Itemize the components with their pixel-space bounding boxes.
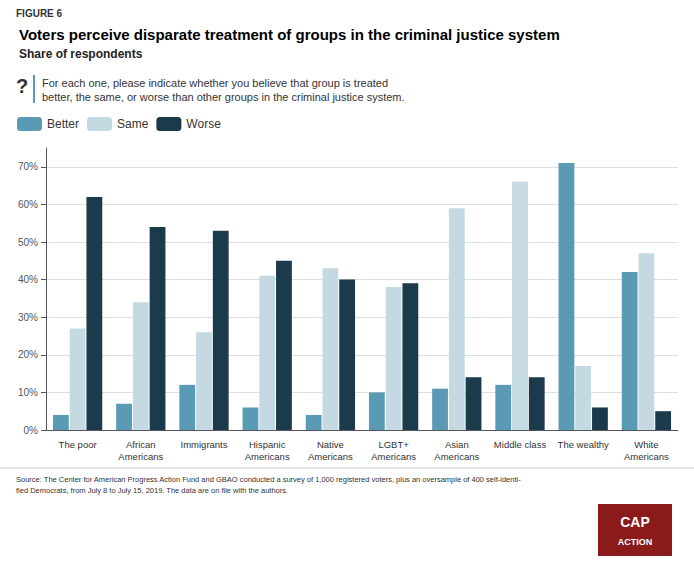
svg-text:Americans: Americans [624,451,669,462]
svg-text:Americans: Americans [434,451,479,462]
svg-text:Source: The Center for America: Source: The Center for American Progress… [16,475,521,484]
svg-text:African: African [126,439,156,450]
svg-text:fied Democrats, from July 8 to: fied Democrats, from July 8 to July 15, … [16,486,288,495]
svg-text:Share of respondents: Share of respondents [19,47,143,61]
svg-text:Same: Same [117,117,149,131]
svg-text:The poor: The poor [59,439,97,450]
svg-text:10%: 10% [18,387,38,398]
svg-text:30%: 30% [18,312,38,323]
svg-text:Better: Better [47,117,79,131]
svg-text:Immigrants: Immigrants [181,439,228,450]
svg-text:Americans: Americans [371,451,416,462]
svg-text:For each one, please indicate: For each one, please indicate whether yo… [42,77,388,89]
svg-text:Hispanic: Hispanic [249,439,286,450]
svg-text:LGBT+: LGBT+ [378,439,409,450]
svg-text:better, the same, or worse tha: better, the same, or worse than other gr… [42,91,405,103]
svg-text:40%: 40% [18,274,38,285]
svg-text:Voters perceive disparate trea: Voters perceive disparate treatment of g… [19,26,560,43]
svg-text:20%: 20% [18,349,38,360]
svg-text:0%: 0% [24,425,39,436]
svg-text:Asian: Asian [445,439,469,450]
svg-text:Middle class: Middle class [494,439,547,450]
svg-text:50%: 50% [18,237,38,248]
svg-text:FIGURE 6: FIGURE 6 [16,8,63,19]
svg-text:Americans: Americans [308,451,353,462]
svg-text:Americans: Americans [118,451,163,462]
svg-text:60%: 60% [18,199,38,210]
svg-text:70%: 70% [18,161,38,172]
svg-text:Americans: Americans [245,451,290,462]
svg-text:Native: Native [317,439,344,450]
svg-text:?: ? [16,75,28,97]
svg-text:Worse: Worse [186,117,221,131]
svg-text:CAP: CAP [620,514,650,530]
svg-text:White: White [634,439,658,450]
svg-text:The wealthy: The wealthy [558,439,609,450]
svg-text:ACTION: ACTION [618,537,653,547]
